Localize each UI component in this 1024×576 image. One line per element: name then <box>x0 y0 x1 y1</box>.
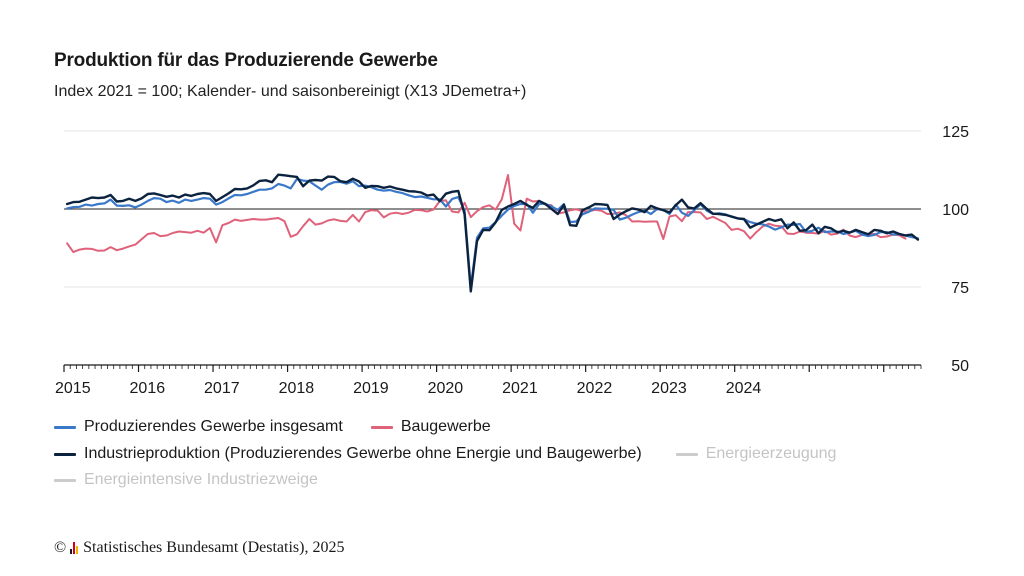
series-line-1 <box>66 174 907 254</box>
legend-item-industrieproduktion[interactable]: Industrieproduktion (Produzierendes Gewe… <box>54 445 642 463</box>
chart-title: Produktion für das Produzierende Gewerbe <box>54 50 438 71</box>
legend-label: Energieintensive Industriezweige <box>84 471 318 488</box>
x-tick-label: 2023 <box>651 380 687 397</box>
chart-subtitle: Index 2021 = 100; Kalender- und saisonbe… <box>54 83 527 100</box>
x-tick-label: 2020 <box>428 380 464 397</box>
legend-swatch-navy <box>54 452 76 456</box>
legend-label: Energieerzeugung <box>705 445 837 462</box>
x-tick-label: 2022 <box>577 380 613 397</box>
x-tick-label: 2019 <box>353 380 389 397</box>
x-tick-label: 2018 <box>279 380 315 397</box>
legend-swatch-pink <box>370 425 393 429</box>
legend-swatch-blue <box>54 425 76 429</box>
source-credit: © Statistisches Bundesamt (Destatis), 20… <box>54 539 344 557</box>
line-chart: 125 100 75 50 2015 2016 2017 2018 2019 2020 2021 2… <box>55 124 969 397</box>
y-tick-label: 125 <box>942 124 969 141</box>
legend-label: Produzierendes Gewerbe insgesamt <box>84 418 343 435</box>
legend-row-3: Energieintensive Industriezweige <box>54 471 318 489</box>
x-tick-label: 2016 <box>130 380 166 397</box>
legend-item-produzierendes-gewerbe[interactable]: Produzierendes Gewerbe insgesamt <box>54 418 343 436</box>
series-line-2 <box>65 173 920 293</box>
legend-label: Baugewerbe <box>400 418 491 435</box>
legend-swatch-grey <box>54 478 76 482</box>
y-tick-label: 100 <box>942 202 969 219</box>
x-tick-label: 2017 <box>204 380 240 397</box>
x-tick-label: 2024 <box>726 380 762 397</box>
legend-item-energieintensive[interactable]: Energieintensive Industriezweige <box>54 471 318 489</box>
y-tick-label: 50 <box>951 358 969 375</box>
copyright-symbol: © <box>54 539 67 556</box>
legend-row-1: Produzierendes Gewerbe insgesamt Baugewe… <box>54 418 491 436</box>
legend-row-2: Industrieproduktion (Produzierendes Gewe… <box>54 445 836 463</box>
x-tick-label: 2015 <box>55 380 91 397</box>
destatis-logo-icon <box>70 542 79 554</box>
legend-item-baugewerbe[interactable]: Baugewerbe <box>370 418 491 436</box>
y-tick-label: 75 <box>951 280 969 297</box>
x-tick-label: 2021 <box>502 380 538 397</box>
legend-item-energieerzeugung[interactable]: Energieerzeugung <box>675 445 837 463</box>
legend-swatch-grey <box>675 452 698 456</box>
credit-text: Statistisches Bundesamt (Destatis), 2025 <box>83 539 345 556</box>
legend-label: Industrieproduktion (Produzierendes Gewe… <box>84 445 642 462</box>
